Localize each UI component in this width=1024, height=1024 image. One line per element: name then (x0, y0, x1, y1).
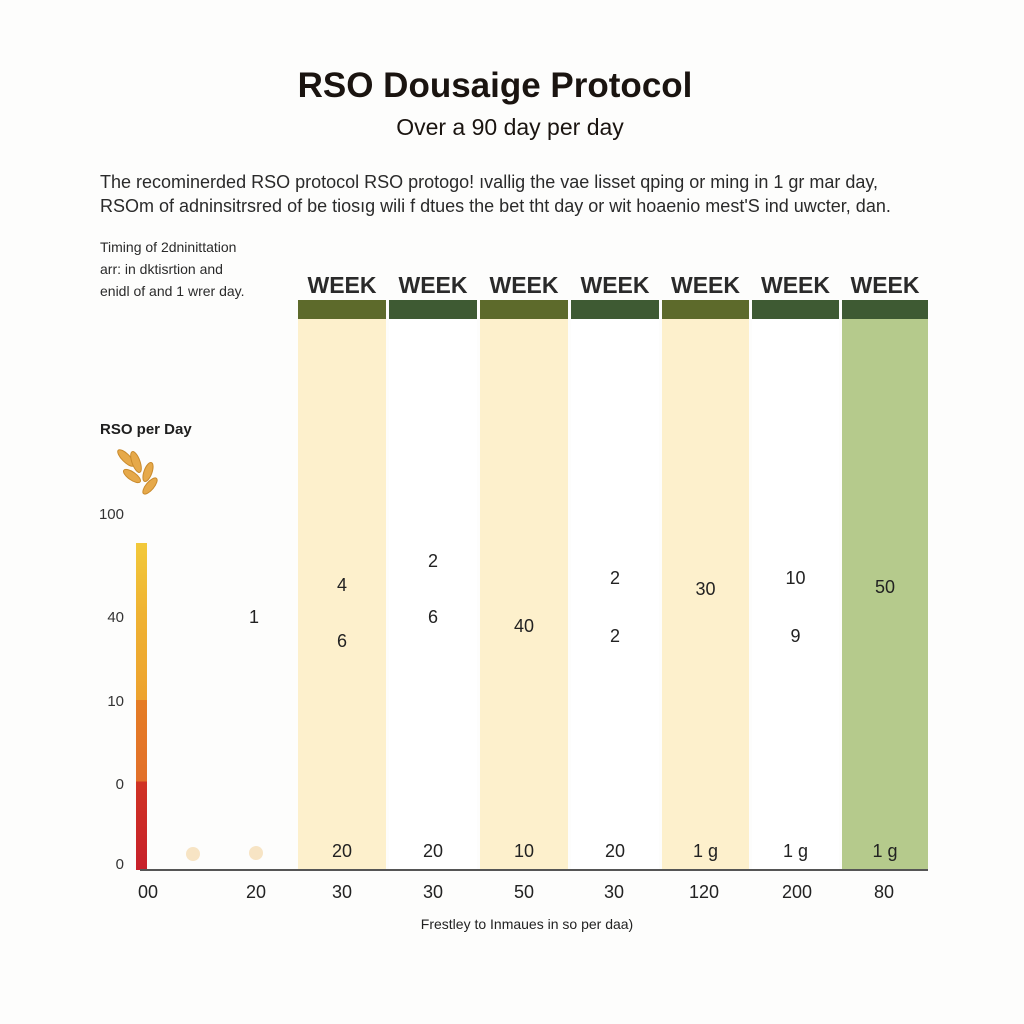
cell-value: 4 (336, 575, 347, 595)
y-axis-label: RSO per Day (100, 421, 192, 438)
side-note-line-2: arr: in dktisrtion and (100, 261, 223, 277)
side-note-line-1: Timing of 2dninittation (100, 239, 237, 255)
x-tick-label: 00 (137, 882, 159, 902)
cell-value: 2 (427, 551, 438, 571)
cell-value: 9 (790, 626, 801, 646)
marker-dot (186, 847, 200, 861)
week-header-label: WEEK (307, 272, 377, 298)
x-tick-label: 50 (513, 882, 535, 902)
week-column (571, 319, 659, 870)
cell-value: 1 (248, 607, 259, 627)
week-header-bar (298, 300, 386, 319)
cell-value: 6 (336, 631, 347, 651)
cell-value: 6 (427, 607, 438, 627)
y-tick-label: 40 (107, 609, 124, 626)
week-header-bar (842, 300, 928, 319)
bottom-value: 1 g (782, 841, 809, 861)
x-axis-label: Frestley to Inmaues in so per daa) (420, 916, 634, 932)
cell-value: 40 (513, 616, 535, 636)
bottom-value: 20 (331, 841, 353, 861)
y-tick-label: 10 (107, 693, 124, 710)
x-tick-label: 80 (873, 882, 895, 902)
x-tick-label: 30 (331, 882, 353, 902)
week-header-bar (752, 300, 839, 319)
cell-value: 30 (695, 579, 716, 599)
week-header-bar (662, 300, 749, 319)
week-header-label: WEEK (671, 272, 740, 298)
x-tick-label: 30 (422, 882, 444, 902)
description-line-1: The recominerded RSO protocol RSO protog… (100, 172, 879, 192)
week-header-bar (571, 300, 659, 319)
bottom-value: 20 (604, 841, 626, 861)
bottom-value: 1 g (872, 841, 898, 861)
x-tick-label: 20 (245, 882, 267, 902)
x-axis-line (140, 869, 928, 871)
chart-title: RSO Dousaige Protocol (297, 66, 693, 105)
x-tick-label: 200 (781, 882, 813, 902)
y-tick-label: 100 (98, 506, 124, 523)
cell-value: 2 (609, 568, 620, 588)
x-tick-label: 30 (603, 882, 625, 902)
side-note-line-3: enidl of and 1 wrer day. (100, 283, 245, 299)
week-header-bar (480, 300, 568, 319)
cell-value: 2 (609, 626, 620, 646)
chart-subtitle: Over a 90 day per day (396, 114, 624, 140)
week-header-bar (389, 300, 477, 319)
week-column (389, 319, 477, 870)
week-header-label: WEEK (489, 272, 559, 298)
marker-dot (249, 846, 263, 860)
week-column (480, 319, 568, 870)
bottom-value: 10 (513, 841, 535, 861)
week-header-label: WEEK (580, 272, 650, 298)
week-header-label: WEEK (761, 272, 830, 298)
week-column (662, 319, 749, 870)
bottom-value: 1 g (692, 841, 719, 861)
x-tick-label: 120 (688, 882, 720, 902)
week-column (752, 319, 839, 870)
week-header-label: WEEK (850, 272, 920, 298)
cell-value: 10 (785, 568, 806, 588)
bottom-value: 20 (422, 841, 444, 861)
grain-icon (117, 449, 158, 495)
week-column (298, 319, 386, 870)
y-tick-label: 0 (115, 856, 124, 873)
week-header-label: WEEK (398, 272, 468, 298)
dose-scale-bar (136, 543, 147, 870)
description-line-2: RSOm of adninsitrsred of be tiosıg wili … (100, 196, 891, 216)
cell-value: 50 (874, 577, 896, 597)
y-tick-label: 0 (115, 776, 124, 793)
week-column (842, 319, 928, 870)
